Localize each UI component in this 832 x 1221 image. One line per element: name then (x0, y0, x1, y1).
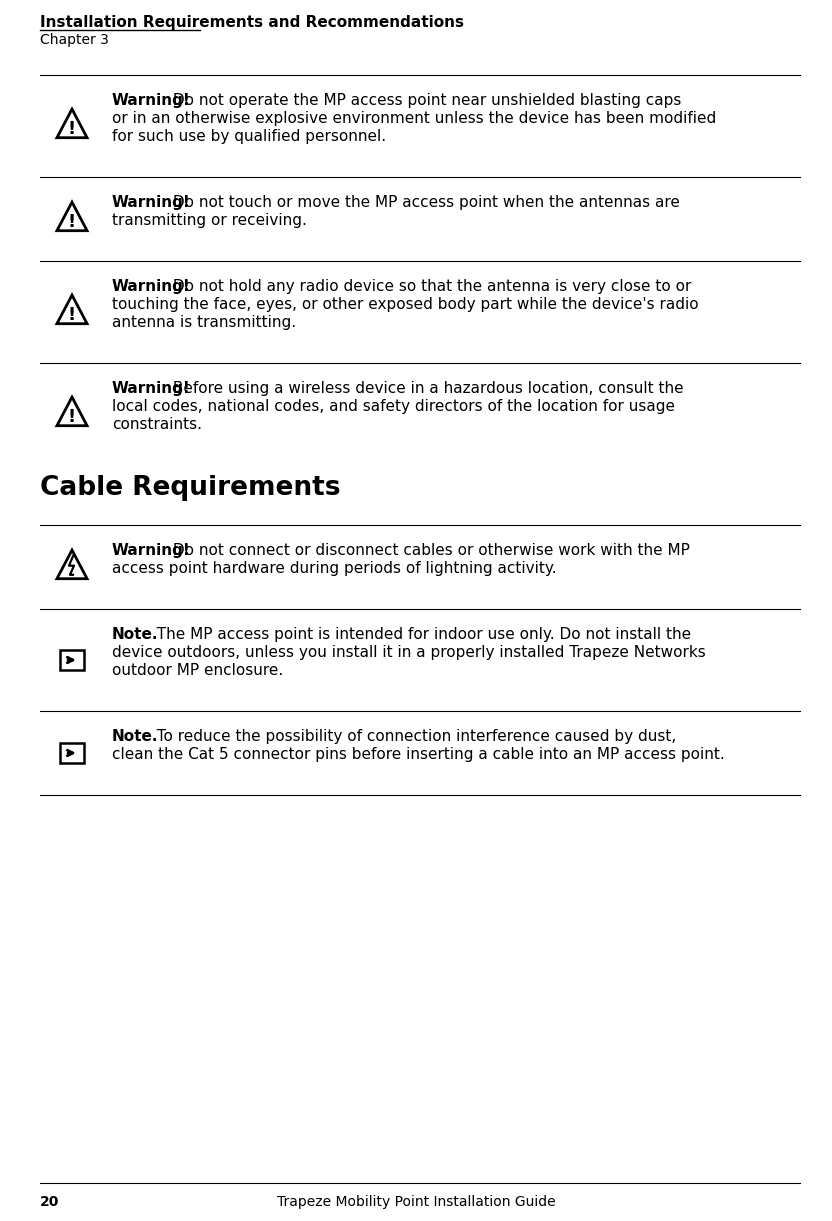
Text: The MP access point is intended for indoor use only. Do not install the: The MP access point is intended for indo… (147, 628, 691, 642)
Text: for such use by qualified personnel.: for such use by qualified personnel. (112, 129, 386, 144)
Text: Do not hold any radio device so that the antenna is very close to or: Do not hold any radio device so that the… (168, 280, 691, 294)
Text: !: ! (68, 120, 76, 138)
Text: Do not connect or disconnect cables or otherwise work with the MP: Do not connect or disconnect cables or o… (168, 543, 690, 558)
Text: To reduce the possibility of connection interference caused by dust,: To reduce the possibility of connection … (147, 729, 676, 744)
Text: Warning!: Warning! (112, 195, 191, 210)
Text: access point hardware during periods of lightning activity.: access point hardware during periods of … (112, 560, 557, 576)
Text: Warning!: Warning! (112, 543, 191, 558)
Bar (60, 744, 84, 763)
Text: Note.: Note. (112, 628, 159, 642)
Text: Warning!: Warning! (112, 381, 191, 396)
Bar (60, 650, 84, 670)
Text: Trapeze Mobility Point Installation Guide: Trapeze Mobility Point Installation Guid… (277, 1195, 555, 1209)
Text: touching the face, eyes, or other exposed body part while the device's radio: touching the face, eyes, or other expose… (112, 297, 699, 313)
Text: antenna is transmitting.: antenna is transmitting. (112, 315, 296, 330)
Text: !: ! (68, 408, 76, 426)
Text: clean the Cat 5 connector pins before inserting a cable into an MP access point.: clean the Cat 5 connector pins before in… (112, 747, 725, 762)
Text: Do not touch or move the MP access point when the antennas are: Do not touch or move the MP access point… (168, 195, 680, 210)
Text: Do not operate the MP access point near unshielded blasting caps: Do not operate the MP access point near … (168, 93, 681, 107)
Text: Cable Requirements: Cable Requirements (40, 475, 340, 501)
Text: 20: 20 (40, 1195, 59, 1209)
Text: Before using a wireless device in a hazardous location, consult the: Before using a wireless device in a haza… (168, 381, 684, 396)
Text: constraints.: constraints. (112, 418, 202, 432)
Text: outdoor MP enclosure.: outdoor MP enclosure. (112, 663, 283, 678)
Text: or in an otherwise explosive environment unless the device has been modified: or in an otherwise explosive environment… (112, 111, 716, 126)
Text: device outdoors, unless you install it in a properly installed Trapeze Networks: device outdoors, unless you install it i… (112, 645, 706, 661)
Text: local codes, national codes, and safety directors of the location for usage: local codes, national codes, and safety … (112, 399, 675, 414)
Text: Note.: Note. (112, 729, 159, 744)
Text: Chapter 3: Chapter 3 (40, 33, 109, 46)
Text: transmitting or receiving.: transmitting or receiving. (112, 212, 307, 228)
Text: Installation Requirements and Recommendations: Installation Requirements and Recommenda… (40, 15, 464, 31)
Text: !: ! (68, 305, 76, 324)
Text: Warning!: Warning! (112, 280, 191, 294)
Text: Warning!: Warning! (112, 93, 191, 107)
Text: !: ! (68, 212, 76, 231)
